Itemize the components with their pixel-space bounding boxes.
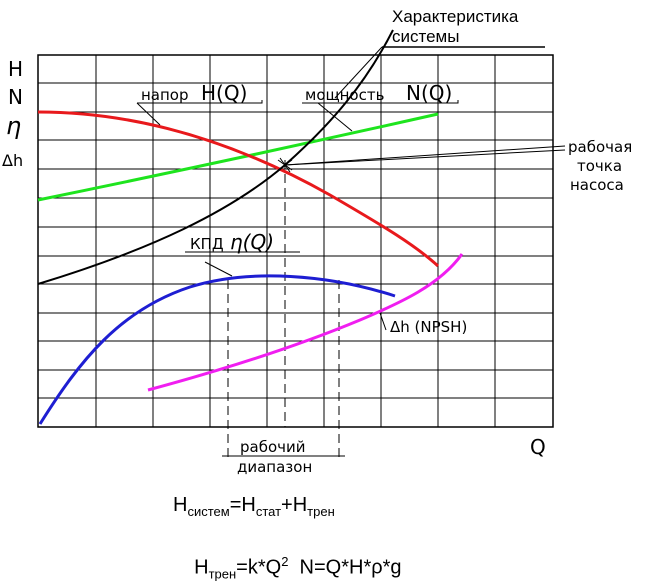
working-range-lines xyxy=(227,160,340,460)
formula1-plus: +H xyxy=(281,494,308,516)
working-point-label-line1: рабочая xyxy=(568,138,632,156)
efficiency-label-symbol: η(Q) xyxy=(230,230,274,254)
working-point-label-line2: точка xyxy=(577,157,622,175)
formula2-sub-friction: трен xyxy=(208,566,237,582)
working-range-label-line1: рабочий xyxy=(240,438,306,456)
y-symbol-delta-h: Δh xyxy=(2,151,23,170)
y-symbol-n: N xyxy=(8,85,23,109)
x-symbol-q: Q xyxy=(530,435,546,459)
power-label-word: мощность xyxy=(305,86,384,104)
y-symbol-eta: η xyxy=(6,112,21,140)
npsh-label: Δh (NPSH) xyxy=(390,318,467,336)
leader-lines xyxy=(136,46,566,457)
power-curve xyxy=(37,112,439,202)
head-label-word: напор xyxy=(141,86,189,104)
working-point-label-line3: насоса xyxy=(570,176,624,194)
efficiency-curve xyxy=(38,274,396,425)
pump-characteristic-diagram: Характеристика системы H N η Δh Q напор … xyxy=(2,7,632,476)
head-curve xyxy=(37,110,440,268)
npsh-curve xyxy=(147,253,464,392)
formula2-rest: N=Q*H*ρ*g xyxy=(288,556,402,579)
working-point-marker xyxy=(277,157,293,173)
efficiency-label-word: КПД xyxy=(190,235,224,253)
system-curve-title-line1: Характеристика xyxy=(392,7,519,26)
formula-system-head: Hсистем=Hстат+Hтрен xyxy=(173,494,335,519)
head-label-symbol: H(Q) xyxy=(201,81,247,105)
formula2-sup: 2 xyxy=(281,554,289,569)
formula1-sub-friction: трен xyxy=(307,504,335,519)
grid xyxy=(37,54,554,428)
system-curve-title-line2: системы xyxy=(392,27,459,46)
formula-friction-power: Hтрен=k*Q2 N=Q*H*ρ*g xyxy=(183,531,402,582)
formula2-h: H xyxy=(194,556,209,579)
formula1-sub-static: стат xyxy=(255,504,282,519)
y-symbol-h: H xyxy=(8,57,23,81)
formula1-h: H xyxy=(173,494,188,516)
formula1-eq: =H xyxy=(229,494,256,516)
formula2-eq: =k*Q xyxy=(236,556,282,579)
formula1-sub-system: систем xyxy=(187,504,230,519)
power-label-symbol: N(Q) xyxy=(406,81,452,105)
working-range-label-line2: диапазон xyxy=(237,458,312,476)
